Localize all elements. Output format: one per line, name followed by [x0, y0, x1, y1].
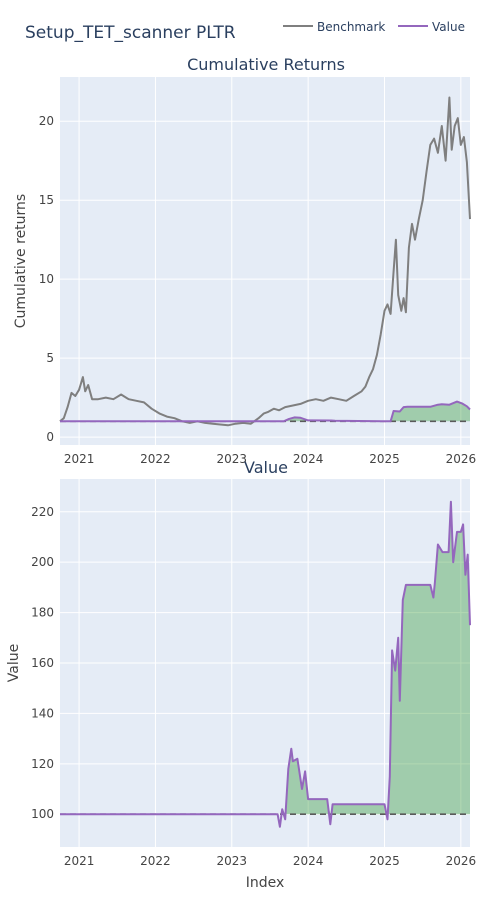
y-tick-label: 120	[31, 757, 54, 771]
series-line-benchmark[interactable]	[59, 96, 471, 427]
x-tick-label: 2022	[140, 452, 171, 466]
legend-value-label: Value	[432, 20, 465, 34]
y-tick-label: 100	[31, 807, 54, 821]
subplot2-ticks: 100 120 140 160 180 200 220 2021 2022 2023 2024 202…	[31, 505, 476, 868]
subplot1-fill-area	[60, 401, 470, 422]
subplot2-ylabel: Value	[6, 644, 22, 682]
positive-fill-area	[60, 401, 470, 422]
x-tick-label: 2025	[369, 452, 400, 466]
series-line-value[interactable]	[60, 400, 471, 423]
y-tick-label: 160	[31, 656, 54, 670]
legend-benchmark-label: Benchmark	[317, 20, 385, 34]
y-tick-label: 15	[39, 193, 54, 207]
subplot2-xlabel: Index	[246, 875, 285, 891]
x-tick-label: 2025	[369, 854, 400, 868]
x-tick-label: 2022	[140, 854, 171, 868]
x-tick-label: 2026	[446, 452, 477, 466]
y-tick-label: 5	[46, 351, 54, 365]
x-tick-label: 2021	[64, 452, 95, 466]
subplot1-title: Cumulative Returns	[187, 55, 345, 74]
subplot1-ticks: 0 5 10 15 20 2021 2022 2023 2024 2025 2026	[39, 114, 476, 466]
subplot2-title: Value	[244, 458, 288, 477]
subplot1-gridlines	[60, 77, 470, 445]
positive-fill-area	[60, 501, 470, 815]
chart-main-title: Setup_TET_scanner PLTR	[25, 23, 236, 43]
y-tick-label: 200	[31, 555, 54, 569]
x-tick-label: 2021	[64, 854, 95, 868]
x-tick-label: 2023	[217, 452, 248, 466]
subplot2-series	[60, 500, 471, 828]
y-tick-label: 20	[39, 114, 54, 128]
x-tick-label: 2026	[446, 854, 477, 868]
x-tick-label: 2024	[293, 452, 324, 466]
subplot2-fill-area	[60, 501, 470, 815]
subplot1-plot-area[interactable]	[60, 77, 470, 445]
series-line-value[interactable]	[60, 500, 471, 828]
y-tick-label: 0	[46, 430, 54, 444]
subplot1-ylabel: Cumulative returns	[13, 194, 29, 328]
x-tick-label: 2023	[217, 854, 248, 868]
y-tick-label: 140	[31, 706, 54, 720]
x-tick-label: 2024	[293, 854, 324, 868]
y-tick-label: 10	[39, 272, 54, 286]
y-tick-label: 180	[31, 606, 54, 620]
y-tick-label: 220	[31, 505, 54, 519]
legend[interactable]: Benchmark Value	[283, 20, 465, 34]
subplot1-series	[59, 96, 471, 427]
